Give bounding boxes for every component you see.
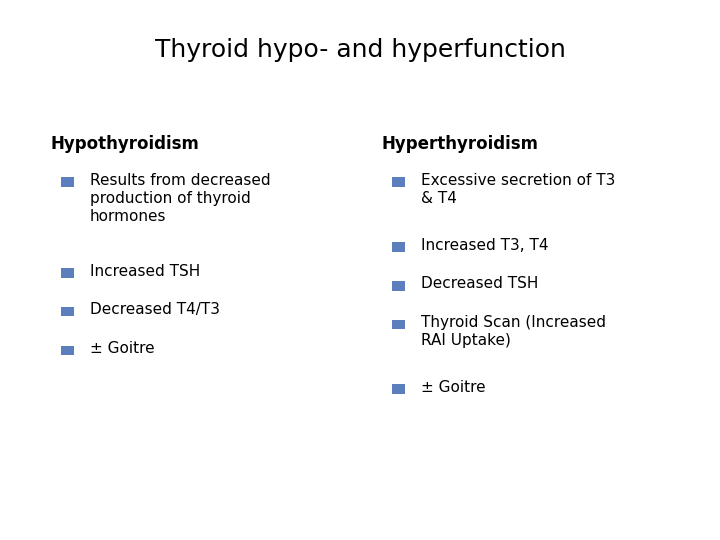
FancyBboxPatch shape	[61, 177, 74, 187]
Text: Excessive secretion of T3
& T4: Excessive secretion of T3 & T4	[421, 173, 616, 206]
FancyBboxPatch shape	[392, 242, 405, 252]
FancyBboxPatch shape	[392, 281, 405, 291]
Text: Results from decreased
production of thyroid
hormones: Results from decreased production of thy…	[90, 173, 271, 224]
Text: Hypothyroidism: Hypothyroidism	[50, 135, 199, 153]
FancyBboxPatch shape	[392, 177, 405, 187]
Text: ± Goitre: ± Goitre	[421, 380, 486, 395]
Text: Decreased TSH: Decreased TSH	[421, 276, 539, 292]
Text: ± Goitre: ± Goitre	[90, 341, 155, 356]
Text: Increased T3, T4: Increased T3, T4	[421, 238, 549, 253]
Text: Increased TSH: Increased TSH	[90, 264, 200, 279]
FancyBboxPatch shape	[61, 268, 74, 278]
FancyBboxPatch shape	[392, 320, 405, 329]
Text: Thyroid Scan (Increased
RAI Uptake): Thyroid Scan (Increased RAI Uptake)	[421, 315, 606, 348]
FancyBboxPatch shape	[61, 307, 74, 316]
FancyBboxPatch shape	[392, 384, 405, 394]
Text: Hyperthyroidism: Hyperthyroidism	[382, 135, 539, 153]
Text: Decreased T4/T3: Decreased T4/T3	[90, 302, 220, 318]
FancyBboxPatch shape	[61, 346, 74, 355]
Text: Thyroid hypo- and hyperfunction: Thyroid hypo- and hyperfunction	[155, 38, 565, 62]
